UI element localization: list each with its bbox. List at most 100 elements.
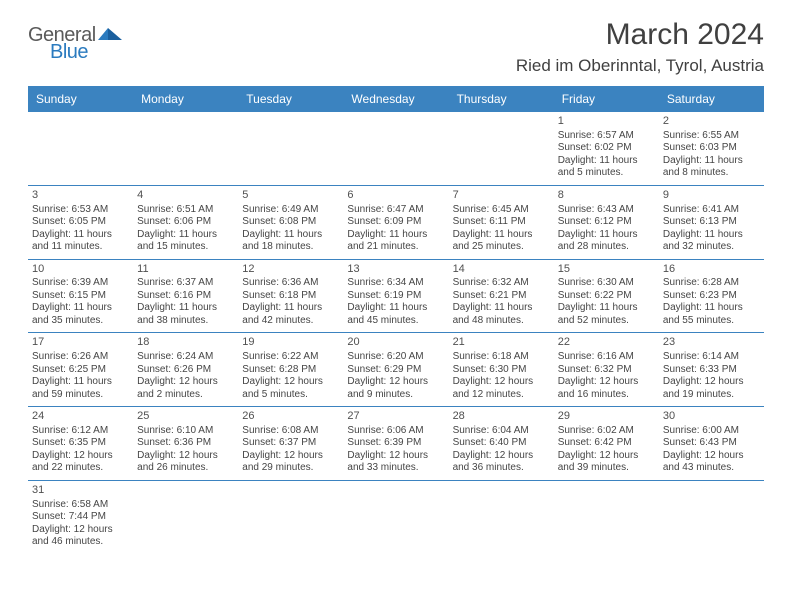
day-info-line: and 19 minutes.: [663, 389, 760, 402]
day-info-line: and 16 minutes.: [558, 389, 655, 402]
day-info-line: Sunset: 6:23 PM: [663, 290, 760, 303]
day-number: 27: [347, 410, 444, 424]
day-info-line: Sunrise: 6:49 AM: [242, 204, 339, 217]
day-cell: 27Sunrise: 6:06 AMSunset: 6:39 PMDayligh…: [343, 407, 448, 480]
day-number: 6: [347, 189, 444, 203]
day-info-line: Sunrise: 6:26 AM: [32, 351, 129, 364]
day-info-line: Daylight: 12 hours: [137, 450, 234, 463]
day-info-line: Sunset: 6:03 PM: [663, 142, 760, 155]
logo-text-blue: Blue: [50, 41, 88, 64]
day-info-line: Sunset: 6:28 PM: [242, 364, 339, 377]
day-info-line: Daylight: 12 hours: [453, 450, 550, 463]
logo-arrow-icon: [96, 24, 124, 47]
day-info-line: Sunset: 6:29 PM: [347, 364, 444, 377]
day-cell: 1Sunrise: 6:57 AMSunset: 6:02 PMDaylight…: [554, 112, 659, 185]
day-info-line: Sunset: 6:26 PM: [137, 364, 234, 377]
day-info-line: Daylight: 12 hours: [558, 376, 655, 389]
day-info-line: Sunrise: 6:04 AM: [453, 425, 550, 438]
day-info-line: Sunset: 6:21 PM: [453, 290, 550, 303]
day-info-line: Sunrise: 6:57 AM: [558, 130, 655, 143]
day-info-line: Sunrise: 6:24 AM: [137, 351, 234, 364]
day-number: 14: [453, 263, 550, 277]
day-info-line: Sunrise: 6:39 AM: [32, 277, 129, 290]
day-number: 23: [663, 336, 760, 350]
dow-cell: Friday: [554, 86, 659, 112]
day-info-line: Sunset: 6:25 PM: [32, 364, 129, 377]
day-info-line: and 59 minutes.: [32, 389, 129, 402]
day-info-line: and 12 minutes.: [453, 389, 550, 402]
day-number: 1: [558, 115, 655, 129]
day-cell: 22Sunrise: 6:16 AMSunset: 6:32 PMDayligh…: [554, 333, 659, 406]
day-info-line: Sunset: 6:43 PM: [663, 437, 760, 450]
week-row: 10Sunrise: 6:39 AMSunset: 6:15 PMDayligh…: [28, 260, 764, 334]
day-cell-empty: [133, 112, 238, 185]
day-info-line: and 18 minutes.: [242, 241, 339, 254]
day-info-line: Daylight: 11 hours: [137, 302, 234, 315]
day-info-line: and 55 minutes.: [663, 315, 760, 328]
dow-header-row: SundayMondayTuesdayWednesdayThursdayFrid…: [28, 86, 764, 112]
day-info-line: Sunrise: 6:30 AM: [558, 277, 655, 290]
day-cell: 31Sunrise: 6:58 AMSunset: 7:44 PMDayligh…: [28, 481, 133, 554]
day-cell: 11Sunrise: 6:37 AMSunset: 6:16 PMDayligh…: [133, 260, 238, 333]
day-cell: 26Sunrise: 6:08 AMSunset: 6:37 PMDayligh…: [238, 407, 343, 480]
day-info-line: Daylight: 11 hours: [558, 229, 655, 242]
day-cell: 19Sunrise: 6:22 AMSunset: 6:28 PMDayligh…: [238, 333, 343, 406]
day-info-line: Daylight: 11 hours: [32, 376, 129, 389]
day-number: 24: [32, 410, 129, 424]
day-info-line: and 33 minutes.: [347, 462, 444, 475]
day-info-line: Daylight: 11 hours: [558, 155, 655, 168]
day-cell: 16Sunrise: 6:28 AMSunset: 6:23 PMDayligh…: [659, 260, 764, 333]
day-number: 10: [32, 263, 129, 277]
day-cell: 8Sunrise: 6:43 AMSunset: 6:12 PMDaylight…: [554, 186, 659, 259]
day-info-line: Sunrise: 6:10 AM: [137, 425, 234, 438]
day-info-line: Daylight: 11 hours: [242, 302, 339, 315]
day-info-line: Sunrise: 6:37 AM: [137, 277, 234, 290]
dow-cell: Sunday: [28, 86, 133, 112]
day-cell: 4Sunrise: 6:51 AMSunset: 6:06 PMDaylight…: [133, 186, 238, 259]
header: General Blue March 2024 Ried im Oberinnt…: [28, 18, 764, 76]
day-info-line: and 9 minutes.: [347, 389, 444, 402]
day-cell-empty: [238, 112, 343, 185]
day-info-line: Sunset: 6:35 PM: [32, 437, 129, 450]
day-info-line: Daylight: 12 hours: [663, 450, 760, 463]
day-info-line: and 46 minutes.: [32, 536, 129, 549]
day-number: 28: [453, 410, 550, 424]
day-info-line: Sunset: 6:11 PM: [453, 216, 550, 229]
day-info-line: Sunset: 6:09 PM: [347, 216, 444, 229]
title-block: March 2024 Ried im Oberinntal, Tyrol, Au…: [516, 18, 764, 76]
day-number: 22: [558, 336, 655, 350]
day-number: 11: [137, 263, 234, 277]
day-info-line: and 5 minutes.: [242, 389, 339, 402]
day-cell: 7Sunrise: 6:45 AMSunset: 6:11 PMDaylight…: [449, 186, 554, 259]
day-cell: 28Sunrise: 6:04 AMSunset: 6:40 PMDayligh…: [449, 407, 554, 480]
day-number: 5: [242, 189, 339, 203]
day-number: 16: [663, 263, 760, 277]
day-info-line: Sunrise: 6:36 AM: [242, 277, 339, 290]
day-info-line: Daylight: 11 hours: [32, 229, 129, 242]
day-cell: 3Sunrise: 6:53 AMSunset: 6:05 PMDaylight…: [28, 186, 133, 259]
week-row: 1Sunrise: 6:57 AMSunset: 6:02 PMDaylight…: [28, 112, 764, 186]
day-cell: 18Sunrise: 6:24 AMSunset: 6:26 PMDayligh…: [133, 333, 238, 406]
dow-cell: Thursday: [449, 86, 554, 112]
day-info-line: Daylight: 12 hours: [32, 524, 129, 537]
day-info-line: Sunrise: 6:14 AM: [663, 351, 760, 364]
day-info-line: Sunrise: 6:28 AM: [663, 277, 760, 290]
dow-cell: Tuesday: [238, 86, 343, 112]
day-cell: 29Sunrise: 6:02 AMSunset: 6:42 PMDayligh…: [554, 407, 659, 480]
day-number: 13: [347, 263, 444, 277]
day-info-line: Sunrise: 6:06 AM: [347, 425, 444, 438]
day-info-line: Sunset: 6:13 PM: [663, 216, 760, 229]
day-info-line: Sunset: 6:32 PM: [558, 364, 655, 377]
day-cell-empty: [133, 481, 238, 554]
week-row: 24Sunrise: 6:12 AMSunset: 6:35 PMDayligh…: [28, 407, 764, 481]
day-info-line: Sunset: 6:05 PM: [32, 216, 129, 229]
day-info-line: and 32 minutes.: [663, 241, 760, 254]
day-info-line: Daylight: 11 hours: [663, 302, 760, 315]
day-number: 7: [453, 189, 550, 203]
day-info-line: and 21 minutes.: [347, 241, 444, 254]
day-info-line: Sunset: 6:36 PM: [137, 437, 234, 450]
day-info-line: Sunset: 6:37 PM: [242, 437, 339, 450]
day-info-line: Sunset: 6:08 PM: [242, 216, 339, 229]
day-info-line: Sunrise: 6:32 AM: [453, 277, 550, 290]
day-info-line: Daylight: 12 hours: [347, 450, 444, 463]
